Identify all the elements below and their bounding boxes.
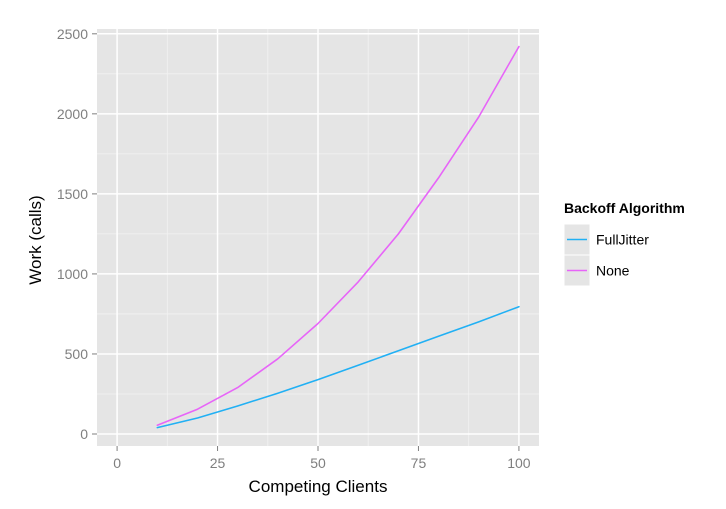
y-tick-label: 1000 <box>57 266 88 282</box>
y-tick-label: 1500 <box>57 186 88 202</box>
series-line-fulljitter <box>156 305 520 429</box>
major-grid <box>97 29 539 446</box>
axis-ticks <box>92 33 520 451</box>
x-tick-label: 100 <box>507 455 531 471</box>
y-axis-title: Work (calls) <box>26 195 45 284</box>
x-tick-label: 75 <box>411 455 427 471</box>
legend-label-none: None <box>596 263 630 279</box>
y-tick-label: 0 <box>80 426 88 442</box>
x-axis-title: Competing Clients <box>249 477 388 496</box>
series-layer <box>156 45 520 429</box>
y-tick-label: 500 <box>65 346 89 362</box>
legend-label-fulljitter: FullJitter <box>596 232 649 248</box>
x-tick-label: 0 <box>113 455 121 471</box>
x-tick-label: 25 <box>210 455 226 471</box>
x-tick-labels: 0 25 50 75 100 <box>113 455 531 471</box>
y-tick-label: 2500 <box>57 26 88 42</box>
legend: Backoff Algorithm FullJitter None <box>563 200 685 287</box>
x-tick-label: 50 <box>310 455 326 471</box>
series-line-none <box>156 45 520 427</box>
y-tick-labels: 0 500 1000 1500 2000 2500 <box>57 26 88 442</box>
legend-title: Backoff Algorithm <box>564 200 685 216</box>
y-tick-label: 2000 <box>57 106 88 122</box>
